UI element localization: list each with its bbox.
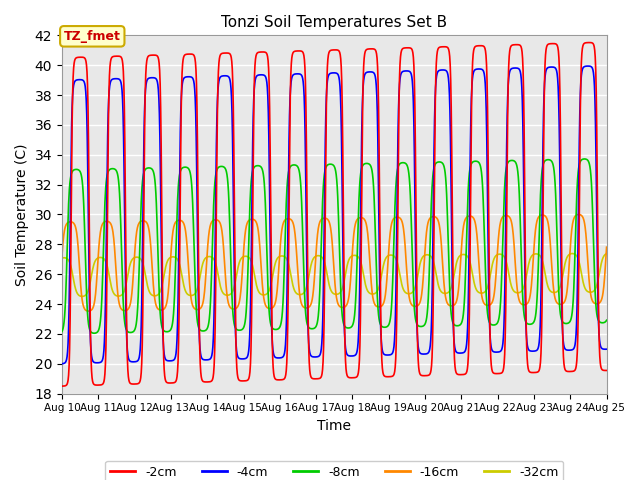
Legend: -2cm, -4cm, -8cm, -16cm, -32cm: -2cm, -4cm, -8cm, -16cm, -32cm [105, 461, 563, 480]
Text: TZ_fmet: TZ_fmet [64, 30, 121, 43]
Y-axis label: Soil Temperature (C): Soil Temperature (C) [15, 143, 29, 286]
X-axis label: Time: Time [317, 419, 351, 433]
Title: Tonzi Soil Temperatures Set B: Tonzi Soil Temperatures Set B [221, 15, 447, 30]
